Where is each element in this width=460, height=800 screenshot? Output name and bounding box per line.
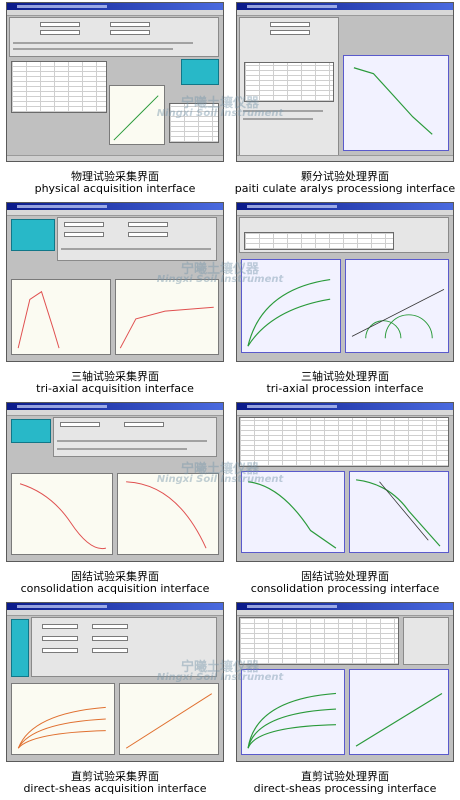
watermark-cn: 宁曦土壤仪器 (180, 660, 259, 675)
caption-en: direct-sheas acquisition interface (23, 782, 207, 795)
caption-en: tri-axial procession interface (266, 382, 424, 395)
watermark-cn: 宁曦土壤仪器 (180, 462, 259, 477)
caption-cn: 直剪试验处理界面 (301, 770, 389, 783)
shear-curves-chart (241, 669, 345, 755)
pore-pressure-chart (115, 279, 219, 355)
shear-displacement-chart (11, 683, 115, 755)
caption-en: tri-axial acquisition interface (36, 382, 194, 395)
stress-strain-chart (11, 279, 111, 355)
shear-strength-chart (119, 683, 219, 755)
watermark-cn: 宁曦土壤仪器 (180, 96, 259, 111)
data-table (239, 417, 449, 467)
mohr-circle-chart (345, 259, 449, 353)
e-logp-chart (241, 471, 345, 553)
caption-en: paiti culate aralys processiong interfac… (234, 182, 456, 195)
form-area (239, 217, 449, 253)
window-titlebar (7, 3, 223, 10)
form-area (9, 17, 219, 57)
data-table (11, 61, 107, 113)
instrument-image (11, 219, 55, 251)
strength-envelope-chart (349, 669, 449, 755)
time-settlement-chart (11, 473, 113, 555)
data-table (239, 617, 399, 665)
menu-bar (237, 410, 453, 416)
watermark-cn: 宁曦土壤仪器 (180, 262, 259, 277)
menu-bar (7, 210, 223, 216)
consolidation-processing-screenshot (236, 402, 454, 562)
window-titlebar (237, 3, 453, 10)
instrument-image (11, 419, 51, 443)
panel-consolidation-acquisition: 固结试验采集界面 consolidation acquisition inter… (0, 400, 230, 600)
caption-cn: 直剪试验采集界面 (71, 770, 159, 783)
grain-size-chart (343, 55, 449, 151)
panel-direct-shear-processing: 直剪试验处理界面 direct-sheas processing interfa… (230, 600, 460, 800)
menu-bar (237, 610, 453, 616)
triaxial-acquisition-screenshot (6, 202, 224, 362)
caption-cn: 物理试验采集界面 (71, 170, 159, 183)
window-titlebar (7, 603, 223, 610)
window-titlebar (237, 203, 453, 210)
consolidation-acquisition-screenshot (6, 402, 224, 562)
caption-cn: 固结试验采集界面 (71, 570, 159, 583)
triaxial-processing-screenshot (236, 202, 454, 362)
menu-bar (7, 610, 223, 616)
window-titlebar (7, 403, 223, 410)
caption-cn: 颗分试验处理界面 (301, 170, 389, 183)
result-table (169, 103, 219, 143)
form-area (239, 17, 339, 157)
window-titlebar (237, 603, 453, 610)
direct-shear-processing-screenshot (236, 602, 454, 762)
physical-acquisition-screenshot (6, 2, 224, 162)
status-bar (237, 155, 453, 161)
compression-chart (349, 471, 449, 553)
menu-bar (7, 410, 223, 416)
watermark-en: Ningxi Soil Instrument (156, 274, 284, 285)
particle-processing-screenshot (236, 2, 454, 162)
menu-bar (237, 10, 453, 16)
menu-bar (7, 10, 223, 16)
caption-en: direct-sheas processing interface (253, 782, 437, 795)
panel-consolidation-processing: 固结试验处理界面 consolidation processing interf… (230, 400, 460, 600)
caption-en: consolidation processing interface (250, 582, 440, 595)
panel-triaxial-acquisition: 三轴试验采集界面 tri-axial acquisition interface (0, 200, 230, 400)
chart-area (109, 85, 165, 145)
caption-en: consolidation acquisition interface (20, 582, 210, 595)
menu-bar (237, 210, 453, 216)
panel-triaxial-processing: 三轴试验处理界面 tri-axial procession interface (230, 200, 460, 400)
form-area (53, 417, 217, 457)
caption-en: physical acquisition interface (34, 182, 196, 195)
pressure-settlement-chart (117, 473, 219, 555)
stress-path-chart (241, 259, 341, 353)
form-area (31, 617, 217, 677)
instrument-image (181, 59, 219, 85)
panel-particle-processing: 颗分试验处理界面 paiti culate aralys processiong… (230, 0, 460, 200)
instrument-image (11, 619, 29, 677)
watermark-en: Ningxi Soil Instrument (156, 672, 284, 683)
watermark-en: Ningxi Soil Instrument (156, 108, 284, 119)
caption-cn: 三轴试验采集界面 (71, 370, 159, 383)
caption-cn: 固结试验处理界面 (301, 570, 389, 583)
panel-direct-shear-acquisition: 直剪试验采集界面 direct-sheas acquisition interf… (0, 600, 230, 800)
status-bar (7, 155, 223, 161)
option-list (403, 617, 449, 665)
window-titlebar (237, 403, 453, 410)
form-area (57, 217, 217, 261)
direct-shear-acquisition-screenshot (6, 602, 224, 762)
caption-cn: 三轴试验处理界面 (301, 370, 389, 383)
panel-physical-acquisition: 物理试验采集界面 physical acquisition interface (0, 0, 230, 200)
window-titlebar (7, 203, 223, 210)
watermark-en: Ningxi Soil Instrument (156, 474, 284, 485)
